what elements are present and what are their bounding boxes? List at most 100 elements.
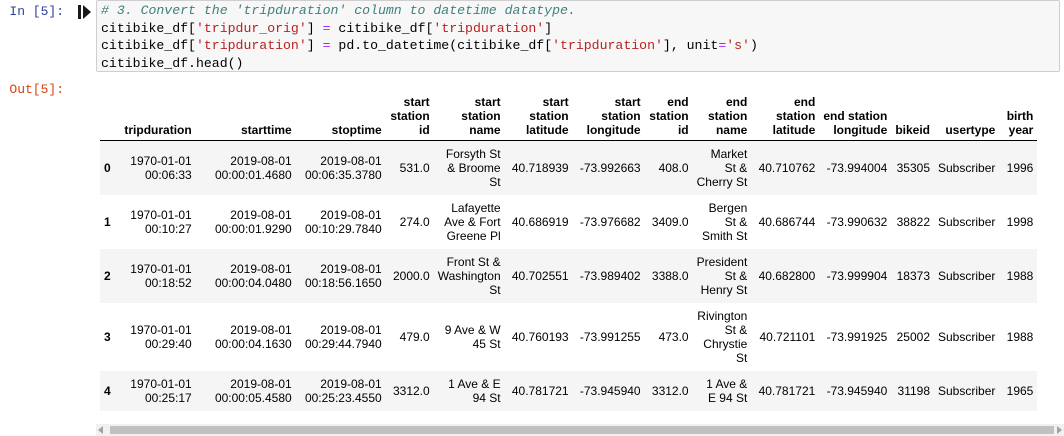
table-cell: 2000.0 — [392, 268, 430, 283]
table-cell: Subscriber — [938, 214, 996, 229]
table-row: 3 1970-01-01 00:29:40 2019-08-01 00:00:04.… — [100, 303, 1037, 371]
col-header-usertype: usertype — [945, 123, 996, 137]
table-cell: Lafayette Ave & Fort Greene Pl — [444, 200, 501, 243]
table-cell: 25002 — [896, 329, 930, 344]
table-cell: 1996 — [1006, 160, 1034, 175]
table-cell: Forsyth St & Broome St — [445, 146, 501, 189]
table-cell: Rivington St & Chrystie St — [697, 308, 748, 365]
table-cell: Subscriber — [938, 383, 996, 398]
run-cell-icon[interactable] — [78, 4, 92, 20]
table-row: 1 1970-01-01 00:10:27 2019-08-01 00:00:01.… — [100, 195, 1037, 249]
table-cell: -73.945940 — [579, 383, 641, 398]
horizontal-scrollbar[interactable] — [96, 424, 1064, 436]
table-cell: 3312.0 — [651, 383, 689, 398]
table-row: 4 1970-01-01 00:25:17 2019-08-01 00:00:05.… — [100, 370, 1038, 411]
table-cell: -73.994004 — [826, 160, 888, 175]
table-cell: 2019-08-01 00:10:29.7840 — [304, 207, 382, 236]
scroll-right-icon[interactable] — [1057, 426, 1062, 434]
col-header-stoptime: stoptime — [331, 123, 382, 137]
table-cell: -73.992663 — [579, 160, 641, 175]
table-row: 0 1970-01-01 00:06:33 2019-08-01 00:00:01.… — [100, 140, 1038, 195]
table-cell: 1988 — [1006, 329, 1034, 344]
table-cell: 1970-01-01 00:10:27 — [130, 207, 192, 236]
col-header-bikeid: bikeid — [895, 123, 930, 137]
table-cell: 2019-08-01 00:00:04.0480 — [214, 261, 292, 290]
table-cell: 3409.0 — [651, 214, 689, 229]
table-body: 0 1970-01-01 00:06:33 2019-08-01 00:00:01.… — [100, 140, 1038, 411]
table-cell: -73.990632 — [826, 214, 888, 229]
table-cell: 1970-01-01 00:25:17 — [130, 376, 192, 405]
table-cell: 40.718939 — [511, 160, 569, 175]
col-header-start-station-longitude: start station longitude — [586, 95, 641, 137]
row-index: 3 — [104, 329, 111, 344]
table-cell: 3388.0 — [651, 268, 689, 283]
table-cell: 40.710762 — [758, 160, 816, 175]
table-cell: 40.682800 — [758, 268, 816, 283]
scrollbar-thumb[interactable] — [110, 426, 1054, 434]
table-cell: 40.686744 — [758, 214, 816, 229]
table-cell: Subscriber — [938, 160, 996, 175]
table-cell: 2019-08-01 00:00:05.4580 — [214, 376, 292, 405]
row-index: 4 — [104, 383, 111, 398]
scroll-left-icon[interactable] — [98, 426, 103, 434]
table-cell: 479.0 — [399, 329, 430, 344]
table-cell: 2019-08-01 00:29:44.7940 — [304, 322, 382, 351]
table-cell: -73.976682 — [579, 214, 641, 229]
table-cell: 40.721101 — [759, 329, 816, 344]
table-cell: -73.989402 — [579, 268, 641, 283]
table-cell: 1970-01-01 00:29:40 — [130, 322, 192, 351]
col-header-start-station-name: start station name — [461, 95, 501, 137]
row-index: 1 — [104, 214, 111, 229]
table-cell: 1970-01-01 00:06:33 — [130, 153, 192, 182]
code-line-3: citibike_df['tripduration'] = pd.to_date… — [101, 38, 758, 54]
output-prompt: Out[5]: — [9, 82, 64, 97]
code-line-2: citibike_df['tripdur_orig'] = citibike_d… — [101, 20, 553, 36]
table-cell: Front St & Washington St — [437, 254, 501, 297]
table-cell: 2019-08-01 00:00:01.9290 — [214, 207, 292, 236]
table-cell: 1988 — [1006, 268, 1034, 283]
table-cell: 1 Ave & E 94 St — [448, 376, 501, 405]
code-editor[interactable]: # 3. Convert the 'tripduration' column t… — [96, 0, 1060, 72]
table-cell: 9 Ave & W 45 St — [444, 322, 501, 351]
table-cell: 18373 — [896, 268, 930, 283]
row-index: 2 — [104, 268, 111, 283]
table-cell: 40.781721 — [511, 383, 569, 398]
table-cell: 2019-08-01 00:18:56.1650 — [304, 261, 382, 290]
table-cell: 40.760193 — [511, 329, 569, 344]
table-cell: Market St & Cherry St — [696, 146, 748, 189]
table-cell: 2019-08-01 00:06:35.3780 — [304, 153, 382, 182]
row-index: 0 — [104, 160, 111, 175]
table-cell: 531.0 — [399, 160, 430, 175]
table-cell: 38822 — [896, 214, 930, 229]
table-row: 2 1970-01-01 00:18:52 2019-08-01 00:00:04.… — [100, 248, 1038, 303]
header-row: tripduration starttime stoptime start st… — [100, 95, 1038, 141]
input-prompt: In [5]: — [9, 4, 64, 19]
table-cell: 1970-01-01 00:18:52 — [130, 261, 192, 290]
col-header-end-station-latitude: end station latitude — [772, 95, 816, 137]
index-header — [100, 95, 115, 141]
table-cell: 1 Ave & E 94 St — [706, 376, 748, 405]
table-cell: Subscriber — [938, 268, 996, 283]
col-header-starttime: starttime — [241, 123, 292, 137]
col-header-birth-year: birth year — [1006, 109, 1034, 137]
output-area: tripduration starttime stoptime start st… — [96, 88, 1064, 436]
table-cell: -73.945940 — [826, 383, 888, 398]
col-header-start-station-latitude: start station latitude — [525, 95, 569, 137]
table-cell: 1965 — [1006, 383, 1034, 398]
code-line-4: citibike_df.head() — [101, 55, 244, 71]
table-cell: -73.999904 — [826, 268, 888, 283]
table-cell: 31198 — [897, 383, 930, 398]
table-cell: 1998 — [1006, 214, 1034, 229]
table-cell: -73.991925 — [826, 329, 888, 344]
col-header-end-station-longitude: end station longitude — [823, 109, 888, 137]
table-cell: 2019-08-01 00:25:23.4550 — [304, 376, 382, 405]
table-cell: 2019-08-01 00:00:04.1630 — [214, 322, 292, 351]
table-cell: Bergen St & Smith St — [701, 200, 748, 243]
code-line-1: # 3. Convert the 'tripduration' column t… — [101, 3, 576, 18]
table-cell: 2019-08-01 00:00:01.4680 — [214, 153, 292, 182]
table-cell: President St & Henry St — [696, 254, 748, 297]
col-header-end-station-id: end station id — [649, 95, 689, 137]
table-cell: 3312.0 — [392, 383, 430, 398]
table-cell: -73.991255 — [579, 329, 641, 344]
dataframe-table: tripduration starttime stoptime start st… — [100, 95, 1038, 411]
